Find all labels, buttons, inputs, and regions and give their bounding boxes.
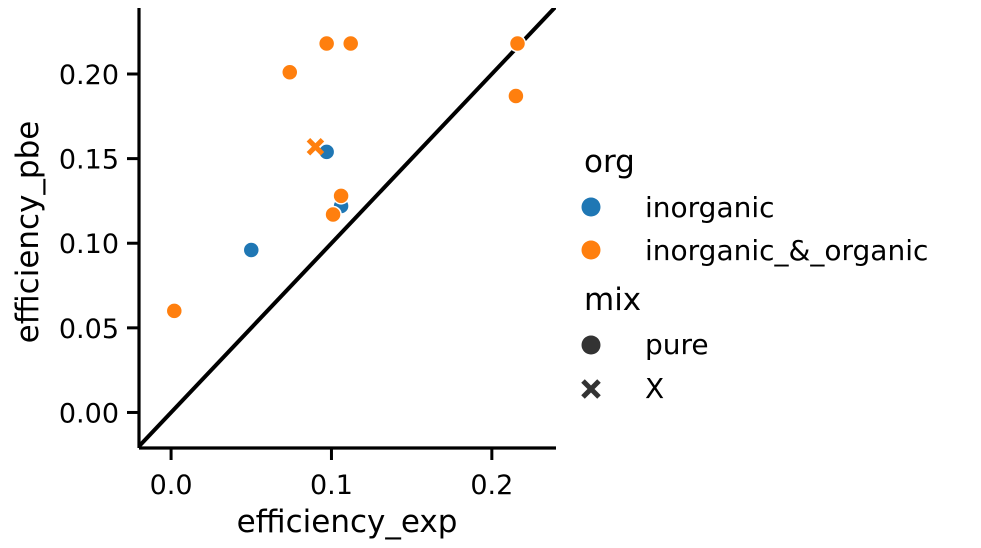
legend-label-x: X <box>645 372 664 405</box>
data-point-inorganic <box>242 241 261 259</box>
data-point-inorganic-organic <box>341 34 360 53</box>
legend-hue-title: org <box>584 144 635 180</box>
data-points <box>165 34 527 320</box>
legend-marker-inorganic-organic <box>581 240 601 260</box>
data-point-inorganic-organic <box>165 302 184 320</box>
legend-marker-inorganic <box>581 197 601 217</box>
x-tick-label: 0.0 <box>150 470 193 501</box>
x-axis-label: efficiency_exp <box>237 504 458 540</box>
identity-reference-line <box>139 8 556 448</box>
legend-label-inorganic: inorganic <box>645 191 775 224</box>
y-tick-label: 0.00 <box>59 398 119 429</box>
data-point-inorganic-organic <box>281 63 299 82</box>
legend-style-title: mix <box>584 282 641 318</box>
legend-label-inorganic-organic: inorganic_&_organic <box>645 234 928 267</box>
data-point-inorganic-organic <box>317 34 336 53</box>
y-axis-ticks: 0.00 0.05 0.10 0.15 0.20 <box>59 60 139 429</box>
data-point-inorganic-organic <box>507 87 525 105</box>
data-point-inorganic-organic <box>332 187 350 205</box>
legend-marker-pure <box>581 335 601 355</box>
data-point-inorganic-organic <box>508 34 527 53</box>
data-point-inorganic-organic-x <box>306 138 325 156</box>
y-tick-label: 0.10 <box>59 229 119 260</box>
legend: org inorganic inorganic_&_organic mix pu… <box>581 144 928 405</box>
data-point-inorganic-organic <box>324 205 342 224</box>
y-tick-label: 0.20 <box>59 60 119 91</box>
y-tick-label: 0.15 <box>59 145 119 176</box>
x-axis-ticks: 0.0 0.1 0.2 <box>150 448 513 501</box>
x-tick-label: 0.1 <box>310 470 353 501</box>
legend-marker-x <box>581 379 601 399</box>
y-axis-label: efficiency_pbe <box>10 121 46 344</box>
y-tick-label: 0.05 <box>59 314 119 345</box>
x-tick-label: 0.2 <box>470 470 513 501</box>
legend-label-pure: pure <box>645 328 709 361</box>
